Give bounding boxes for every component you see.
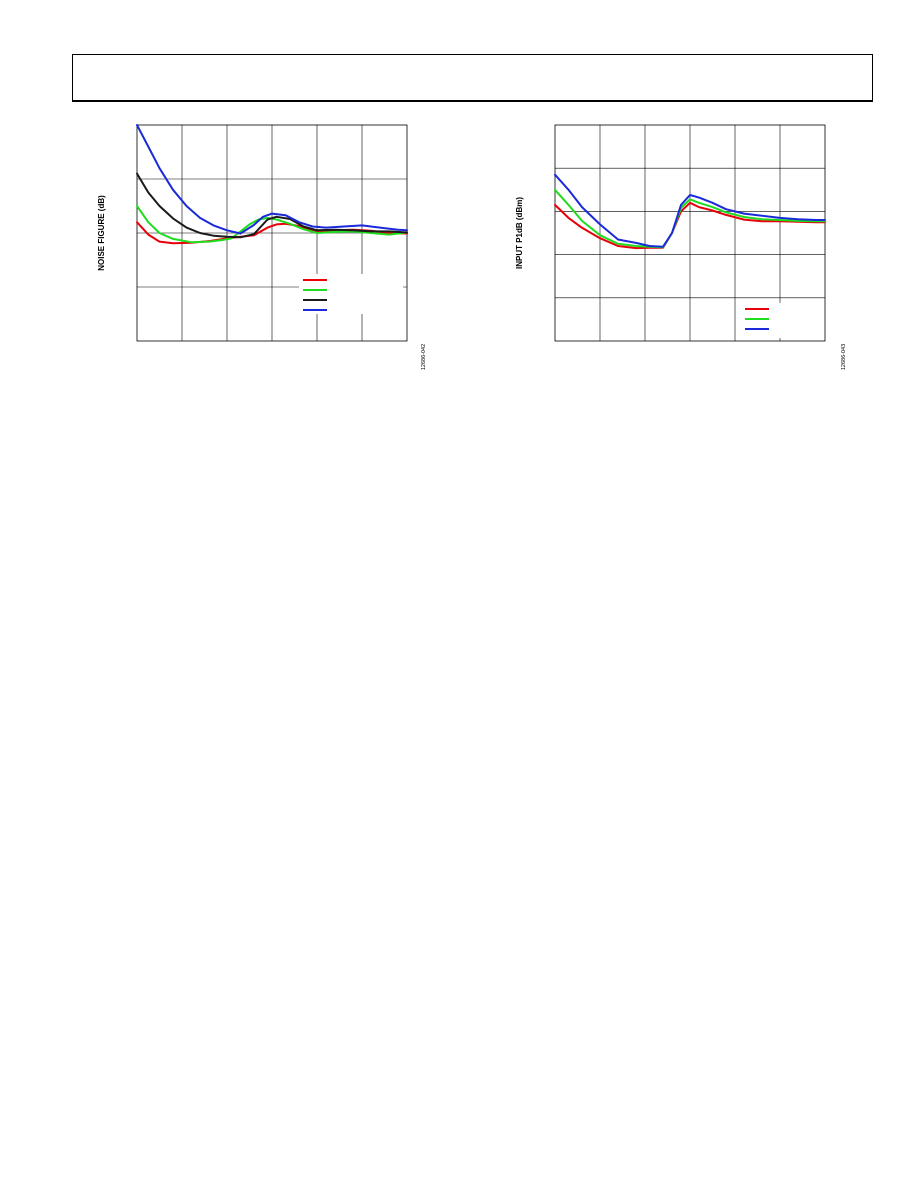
noise-figure-series: [136, 124, 408, 245]
noise-figure-y-axis-label: NOISE FIGURE (dB): [97, 195, 106, 271]
input-p1db-legend: [741, 303, 821, 338]
input-p1db-y-axis-label: INPUT P1dB (dBm): [515, 197, 524, 269]
input-p1db-series-line-1: [554, 201, 826, 250]
noise-figure-chart: NOISE FIGURE (dB) 12686-042: [97, 124, 427, 370]
input-p1db-gridlines: [555, 125, 825, 341]
noise-figure-series-line-2: [136, 205, 408, 244]
noise-figure-series-line-3: [136, 172, 408, 239]
noise-figure-legend: [299, 274, 403, 314]
input-p1db-figure-id: 12686-043: [841, 344, 847, 370]
page-header-box: [72, 54, 873, 102]
input-p1db-chart: INPUT P1dB (dBm) 12686-043: [515, 124, 847, 370]
input-p1db-series: [554, 173, 826, 250]
input-p1db-plot-frame: [554, 124, 826, 342]
charts-canvas: NOISE FIGURE (dB) 12686-042 INPUT P1dB (…: [97, 124, 847, 370]
noise-figure-figure-id: 12686-042: [421, 344, 427, 370]
noise-figure-series-line-4: [136, 124, 408, 235]
input-p1db-series-line-3: [554, 173, 826, 248]
input-p1db-series-line-2: [554, 188, 826, 249]
